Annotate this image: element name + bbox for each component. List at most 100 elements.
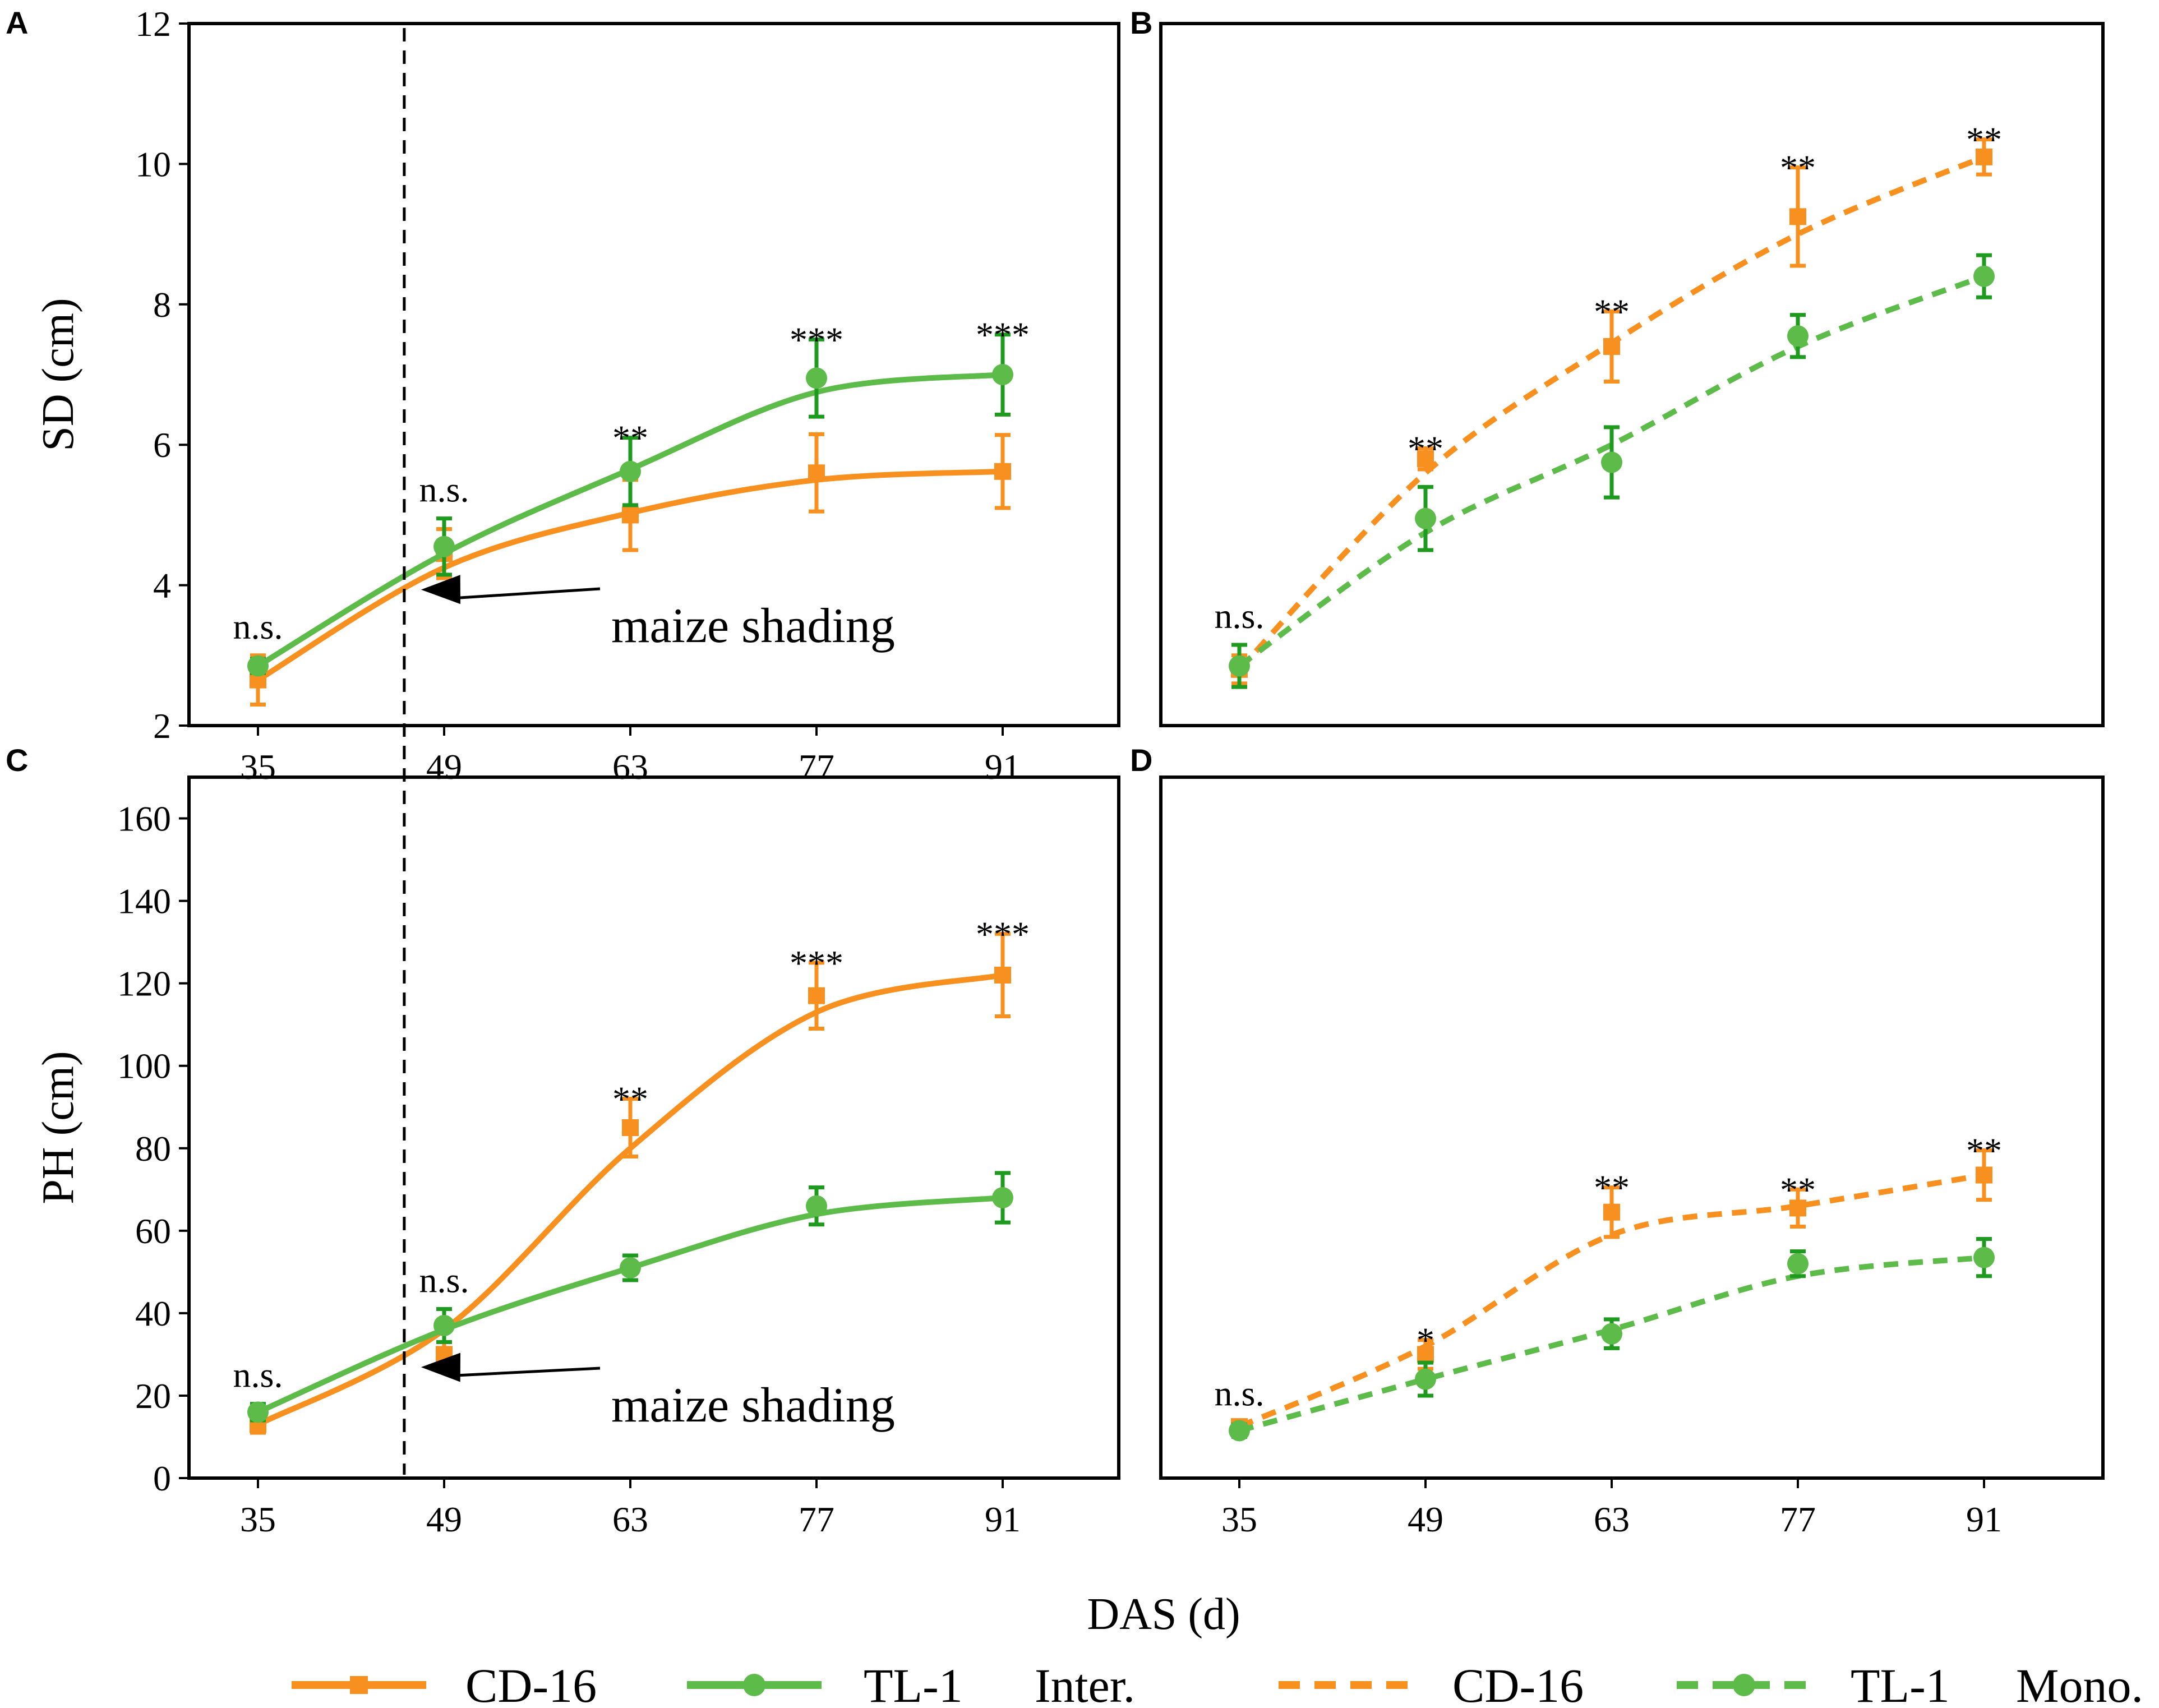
data-point — [992, 364, 1013, 385]
panel-frame — [1159, 775, 2105, 1480]
series-tl1 — [247, 1171, 1013, 1423]
y-axis-title: PH (cm) — [34, 1051, 83, 1204]
series-tl1 — [247, 333, 1013, 677]
panel-letter: D — [1130, 742, 1152, 778]
data-point — [247, 1401, 269, 1423]
significance-label: ** — [1408, 428, 1443, 468]
shared-elements: DAS (d) CD-16 TL-1 Inter. CD-16 TL-1 Mono. — [292, 1590, 2143, 1708]
data-point — [1787, 1253, 1809, 1275]
legend-inter-tl1-marker — [743, 1674, 765, 1696]
significance-label: n.s. — [233, 1355, 283, 1395]
y-tick-label: 6 — [153, 425, 171, 465]
significance-label: *** — [790, 320, 843, 359]
annotation-arrow-head — [421, 575, 460, 604]
y-tick-label: 40 — [135, 1294, 171, 1333]
data-point — [620, 460, 641, 482]
data-point — [247, 655, 269, 677]
significance-label: n.s. — [233, 607, 283, 647]
legend-inter-tl1-label: TL-1 — [864, 1659, 963, 1708]
y-tick-label: 8 — [153, 285, 171, 325]
significance-label: * — [1417, 1321, 1434, 1360]
x-tick-label: 77 — [799, 747, 834, 787]
series-line — [1237, 154, 1985, 672]
x-tick-label: 49 — [426, 747, 462, 787]
panel-B: Bn.s. ** ** ** ** — [1130, 5, 2105, 727]
annotation-arrow-head — [421, 1352, 461, 1382]
significance-label: ** — [1594, 292, 1630, 331]
series-tl1 — [1229, 1237, 1995, 1442]
legend-mono-tl1-marker — [1733, 1674, 1755, 1696]
panel-letter: A — [6, 5, 28, 40]
y-axis-title: SD (cm) — [34, 298, 83, 451]
data-point — [1415, 507, 1436, 529]
x-tick-label: 77 — [799, 1499, 834, 1539]
annotation-arrow-line — [454, 1367, 601, 1377]
significance-label: ** — [1966, 120, 2002, 160]
data-point — [433, 1314, 455, 1336]
y-tick-label: 100 — [117, 1046, 171, 1086]
y-tick-label: 2 — [153, 706, 171, 746]
y-tick-label: 160 — [117, 799, 171, 839]
data-point — [620, 1257, 641, 1278]
x-tick-label: 35 — [240, 747, 276, 787]
y-tick-label: 80 — [135, 1129, 171, 1169]
significance-label: n.s. — [419, 1261, 469, 1300]
series-line — [256, 972, 1003, 1427]
data-point — [806, 367, 827, 389]
x-tick-label: 91 — [985, 747, 1021, 787]
significance-label: ** — [1780, 148, 1816, 188]
data-point — [1601, 451, 1622, 473]
significance-label: n.s. — [1215, 596, 1265, 636]
x-tick-label: 77 — [1780, 1499, 1816, 1539]
x-tick-label: 49 — [1408, 1499, 1443, 1539]
data-point — [1601, 1323, 1622, 1345]
y-tick-label: 140 — [117, 881, 171, 921]
data-point — [1603, 1203, 1620, 1221]
x-tick-label: 63 — [612, 747, 648, 787]
x-tick-label: 91 — [985, 1499, 1021, 1539]
significance-label: ** — [612, 1079, 648, 1119]
x-tick-label: 63 — [612, 1499, 648, 1539]
panel-letter: C — [6, 742, 28, 778]
y-tick-label: 120 — [117, 964, 171, 1004]
legend-mono-group: Mono. — [2016, 1659, 2143, 1708]
data-point — [994, 966, 1011, 984]
data-point — [1787, 325, 1809, 347]
data-point — [1229, 655, 1250, 677]
annotation-arrow-line — [454, 587, 601, 600]
series-cd16 — [1231, 137, 1992, 686]
significance-label: n.s. — [1215, 1374, 1265, 1414]
panel-C: C 0 20 40 60 80 100 120 140 160 PH (cm) 35 49 63 77 91 n… — [6, 742, 1120, 1539]
significance-label: *** — [976, 315, 1030, 355]
data-point — [1973, 1247, 1995, 1268]
series-line — [1238, 1254, 1985, 1434]
data-point — [1229, 1420, 1250, 1442]
legend-inter-cd16-marker — [350, 1676, 368, 1694]
data-point — [433, 536, 455, 557]
x-tick-label: 63 — [1594, 1499, 1630, 1539]
x-tick-label: 35 — [240, 1499, 276, 1539]
significance-label: ** — [1594, 1168, 1630, 1208]
data-point — [1789, 1199, 1806, 1217]
y-tick-label: 10 — [135, 144, 171, 184]
legend: CD-16 TL-1 Inter. CD-16 TL-1 Mono. — [292, 1659, 2143, 1708]
data-point — [992, 1187, 1013, 1208]
legend-mono-tl1-label: TL-1 — [1851, 1659, 1950, 1708]
x-tick-label: 35 — [1221, 1499, 1257, 1539]
y-tick-label: 60 — [135, 1211, 171, 1251]
data-point — [1417, 1346, 1434, 1363]
data-point — [1973, 265, 1995, 287]
data-point — [808, 464, 825, 482]
data-point — [1976, 1166, 1992, 1184]
panel-frame — [187, 22, 1120, 727]
significance-label: ** — [1966, 1130, 2002, 1170]
annotation-label: maize shading — [611, 1378, 895, 1433]
significance-label: ** — [1780, 1170, 1816, 1210]
data-point — [622, 1119, 639, 1136]
legend-mono-cd16-label: CD-16 — [1452, 1659, 1584, 1708]
significance-label: n.s. — [419, 470, 469, 510]
data-point — [806, 1195, 827, 1217]
y-tick-label: 20 — [135, 1376, 171, 1416]
